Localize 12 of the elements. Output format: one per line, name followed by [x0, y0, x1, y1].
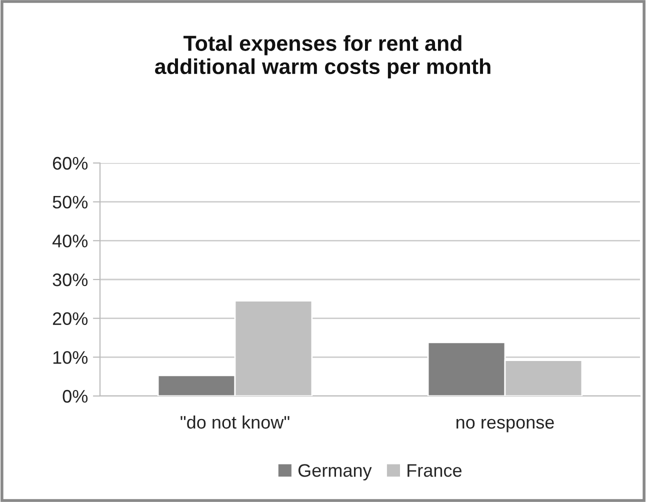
- y-tick-label: 40%: [52, 234, 88, 248]
- x-tick-label: "do not know": [180, 415, 290, 429]
- y-tick-label: 50%: [52, 196, 88, 209]
- y-tick-label: 30%: [52, 273, 88, 286]
- y-tick-label: 0%: [62, 390, 88, 403]
- legend-label: Germany: [298, 464, 372, 480]
- y-tick-label: 10%: [53, 351, 88, 364]
- legend-label: France: [408, 464, 462, 477]
- y-tick-label: 20%: [52, 312, 88, 326]
- x-tick-label: no response: [456, 418, 554, 432]
- chart-title: Total expenses for rent and additional warm costs per month: [154, 35, 490, 78]
- y-tick-label: 60%: [52, 156, 88, 170]
